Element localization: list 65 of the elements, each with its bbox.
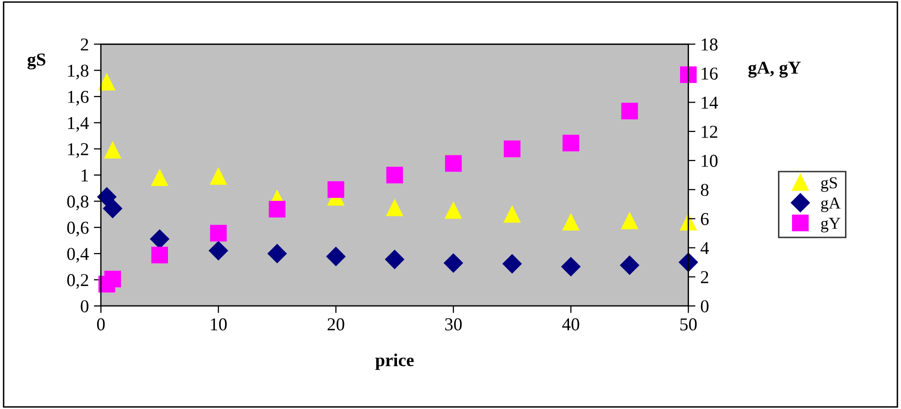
y2-tick-label: 12 (702, 126, 718, 138)
point (208, 241, 228, 260)
x-tick-label: 0 (97, 318, 105, 330)
y-tick-label: 0,6 (67, 222, 89, 236)
point (103, 198, 122, 218)
y2-tick-label: 2 (700, 271, 708, 284)
y-tick-label: 0,8 (67, 195, 88, 210)
legend-label: gS (821, 177, 837, 192)
point (620, 256, 640, 275)
point (210, 168, 227, 185)
point (268, 244, 287, 264)
y2-tick-label: 18 (702, 38, 718, 51)
point (326, 246, 346, 266)
point (680, 66, 697, 84)
point (562, 134, 580, 152)
point (502, 254, 522, 274)
point (445, 202, 462, 219)
x-tick-label: 10 (210, 318, 227, 330)
point (561, 257, 580, 276)
y2-tick-label: 0 (700, 300, 709, 312)
point (445, 155, 462, 172)
x-tick-label: 40 (562, 318, 580, 330)
y-tick-label: 1 (82, 169, 88, 182)
y-tick-label: 1,6 (68, 90, 89, 106)
y2-tick-label: 16 (702, 68, 718, 80)
point (210, 224, 227, 242)
y2-tick-label: 4 (700, 242, 709, 254)
y-tick-label: 0 (80, 300, 88, 312)
point (386, 166, 403, 184)
y2-axis-title: gA, gY (748, 62, 801, 78)
point (504, 140, 520, 158)
point (680, 214, 697, 231)
y-tick-label: 1,4 (68, 117, 89, 132)
point (504, 206, 520, 223)
y-tick-label: 0,2 (67, 274, 88, 289)
x-tick-label: 30 (445, 318, 462, 330)
point (562, 214, 580, 231)
point (104, 270, 121, 288)
point (386, 199, 403, 216)
legend-label: gY (821, 218, 840, 232)
point (678, 252, 698, 272)
y-axis-title: gS (28, 53, 46, 70)
point (268, 200, 286, 218)
point (151, 169, 168, 186)
legend-label: gA (821, 198, 841, 212)
point (151, 246, 168, 264)
y2-tick-label: 6 (700, 212, 709, 226)
point (621, 212, 638, 230)
point (385, 250, 404, 269)
point (621, 102, 638, 120)
x-axis-title: price (375, 354, 414, 370)
y2-tick-label: 10 (702, 154, 718, 167)
point (444, 254, 463, 273)
point (328, 181, 344, 198)
y2-tick-label: 8 (700, 184, 709, 196)
x-tick-label: 20 (328, 318, 344, 330)
y-tick-label: 1,8 (68, 64, 88, 80)
point (150, 230, 170, 249)
point (98, 74, 116, 90)
point (104, 142, 121, 159)
y-tick-label: 2 (80, 38, 88, 50)
x-tick-label: 50 (680, 318, 697, 330)
y-tick-label: 0,4 (67, 248, 89, 263)
y-tick-label: 1,2 (68, 143, 88, 158)
y2-tick-label: 14 (702, 96, 718, 109)
